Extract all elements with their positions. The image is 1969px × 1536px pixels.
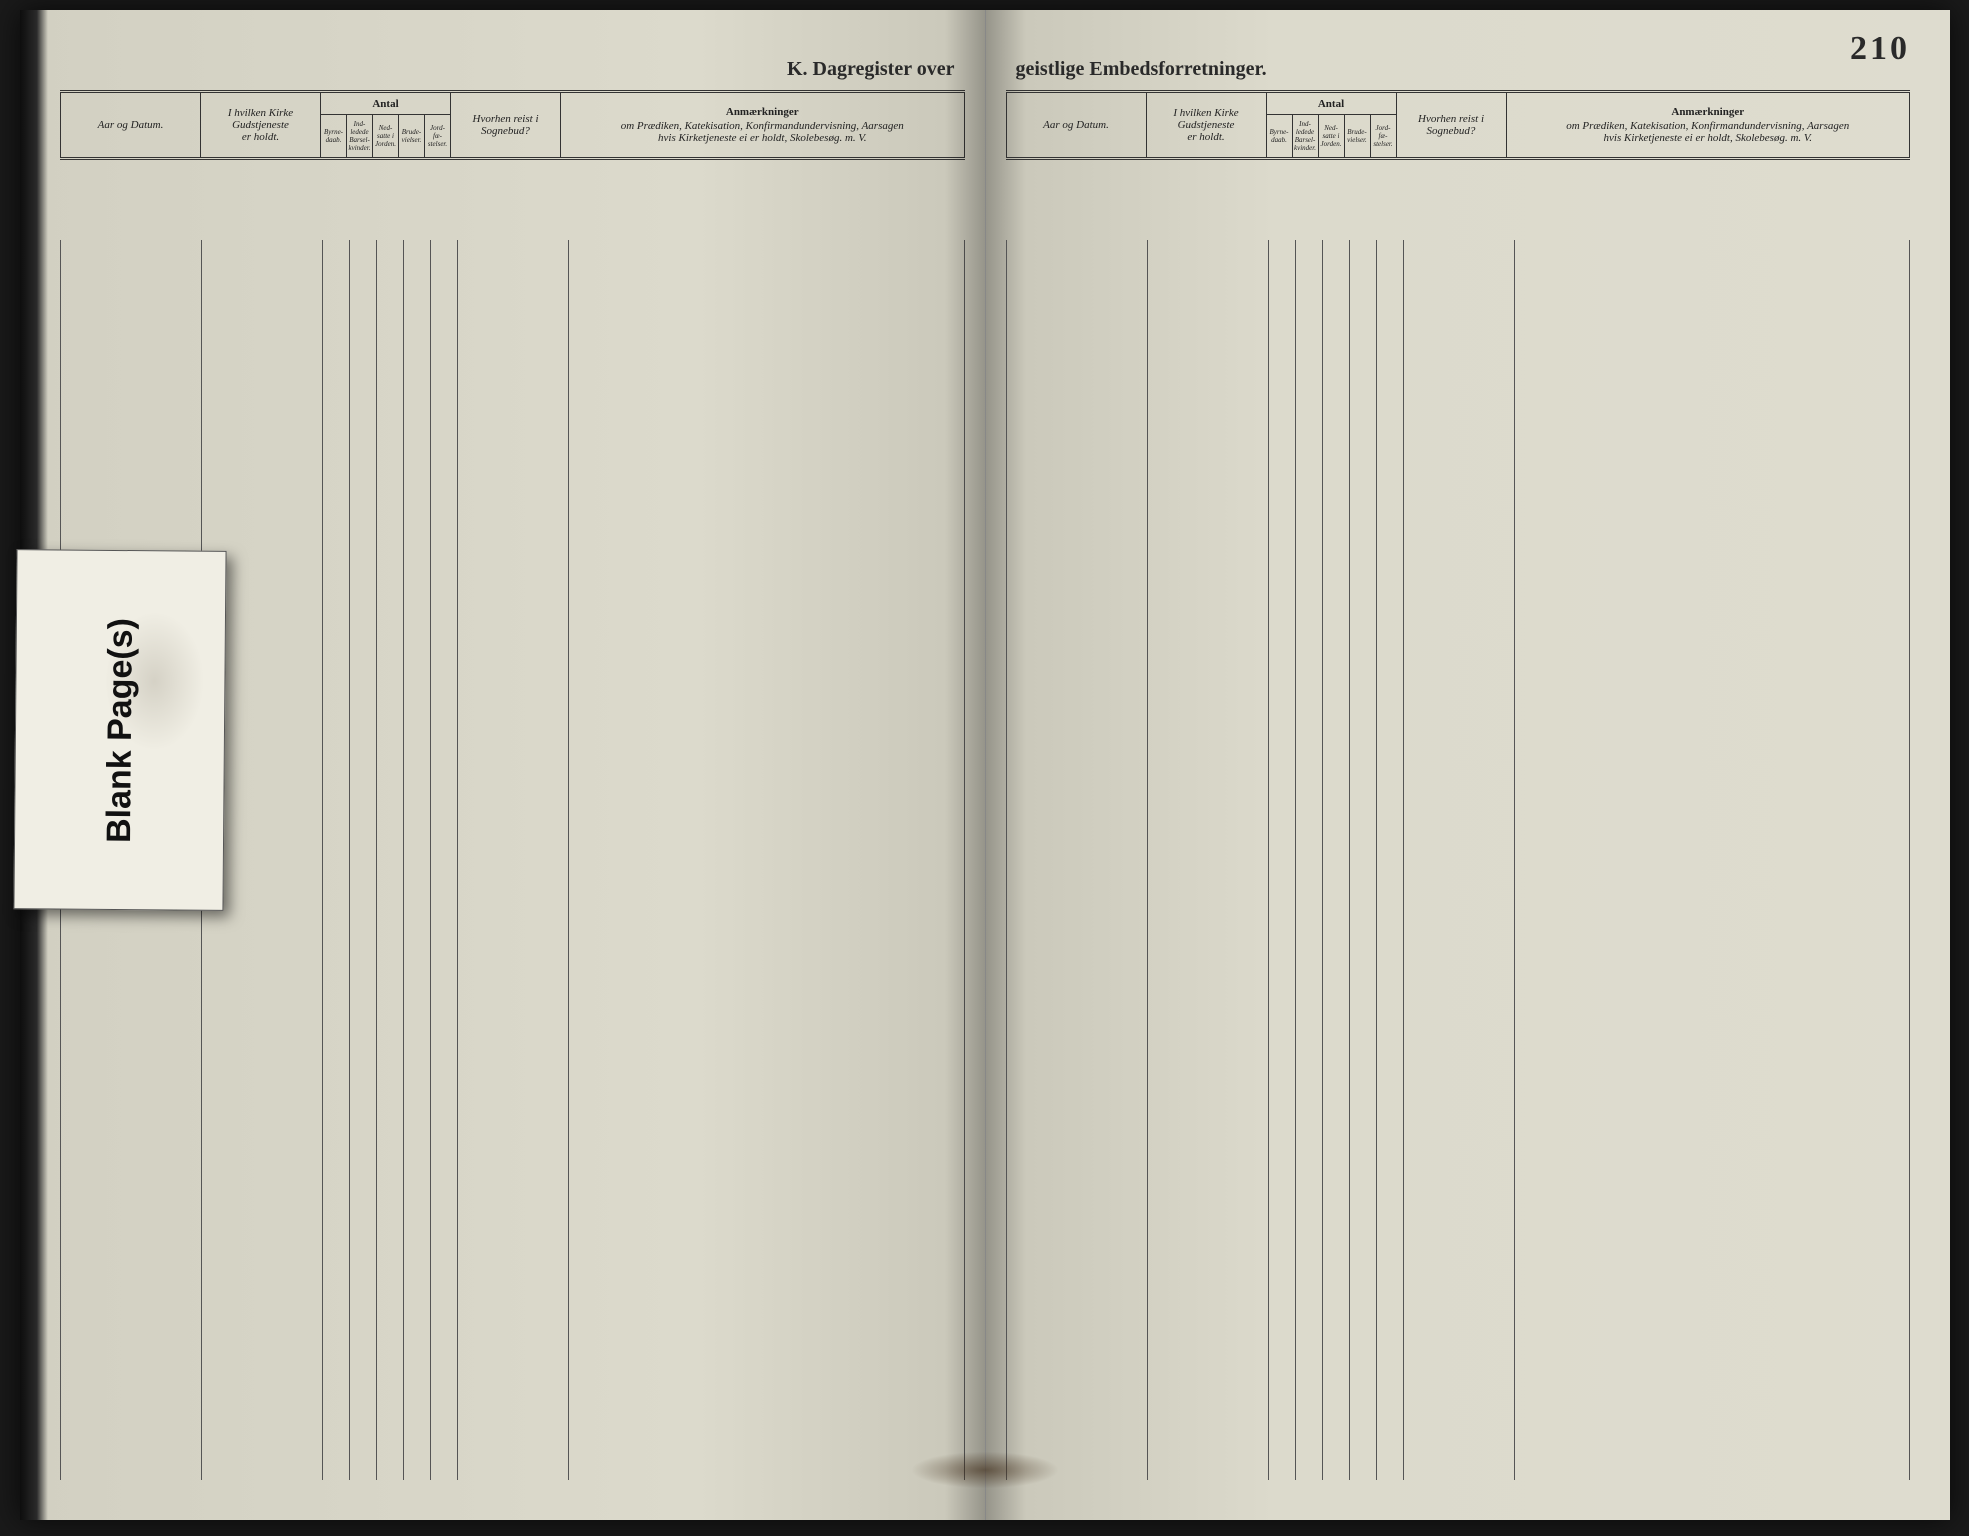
sogne-l2: Sognebud? bbox=[481, 125, 530, 137]
col-date-label: Aar og Datum. bbox=[1043, 119, 1109, 131]
vrule bbox=[964, 240, 965, 1480]
title-left: K. Dagregister over bbox=[787, 58, 955, 81]
antal-sub-2: Ned-satte i Jorden. bbox=[1318, 115, 1344, 157]
antal-sub-0: Byrne-daab. bbox=[1267, 115, 1292, 157]
col-date-label: Aar og Datum. bbox=[98, 119, 164, 131]
anm-l2: om Prædiken, Katekisation, Konfirmandund… bbox=[621, 120, 904, 132]
kirke-l3: er holdt. bbox=[1187, 131, 1224, 143]
header-row: Aar og Datum. I hvilken Kirke Gudstjenes… bbox=[60, 90, 965, 160]
col-sogne: Hvorhen reist i Sognebud? bbox=[450, 93, 560, 157]
anm-l3: hvis Kirketjeneste ei er holdt, Skolebes… bbox=[658, 132, 866, 144]
antal-sub-3: Brude-vielser. bbox=[1344, 115, 1370, 157]
antal-sub-2: Ned-satte i Jorden. bbox=[372, 115, 398, 157]
antal-sub-3: Brude-vielser. bbox=[398, 115, 424, 157]
header-row: Aar og Datum. I hvilken Kirke Gudstjenes… bbox=[1006, 90, 1911, 160]
ledger-book: K. Dagregister over Aar og Datum. I hvil… bbox=[20, 10, 1950, 1520]
col-antal: Antal Byrne-daab. Ind-ledede Barsel-kvin… bbox=[1266, 93, 1396, 157]
kirke-l3: er holdt. bbox=[242, 131, 279, 143]
antal-sub-4: Jord-fæ-stelser. bbox=[424, 115, 450, 157]
page-number: 210 bbox=[1850, 30, 1910, 68]
col-date: Aar og Datum. bbox=[60, 93, 200, 157]
antal-sub-row: Byrne-daab. Ind-ledede Barsel-kvinder. N… bbox=[1267, 115, 1396, 157]
col-anm: Anmærkninger om Prædiken, Katekisation, … bbox=[560, 93, 965, 157]
kirke-l2: Gudstjeneste bbox=[1178, 119, 1235, 131]
kirke-l1: I hvilken Kirke bbox=[228, 107, 293, 119]
left-page: K. Dagregister over Aar og Datum. I hvil… bbox=[20, 10, 986, 1520]
antal-sub-0: Byrne-daab. bbox=[321, 115, 346, 157]
blank-page-sticker: Blank Page(s) bbox=[13, 549, 226, 911]
kirke-l1: I hvilken Kirke bbox=[1173, 107, 1238, 119]
kirke-l2: Gudstjeneste bbox=[232, 119, 289, 131]
anm-main: Anmærkninger bbox=[1671, 106, 1744, 118]
antal-label: Antal bbox=[1267, 93, 1396, 115]
col-anm: Anmærkninger om Prædiken, Katekisation, … bbox=[1506, 93, 1911, 157]
antal-label: Antal bbox=[321, 93, 450, 115]
col-sogne: Hvorhen reist i Sognebud? bbox=[1396, 93, 1506, 157]
sogne-l1: Hvorhen reist i bbox=[1418, 113, 1484, 125]
col-kirke: I hvilken Kirke Gudstjeneste er holdt. bbox=[200, 93, 320, 157]
sogne-l1: Hvorhen reist i bbox=[473, 113, 539, 125]
vertical-rules-right bbox=[1006, 240, 1911, 1480]
col-antal: Antal Byrne-daab. Ind-ledede Barsel-kvin… bbox=[320, 93, 450, 157]
right-page: 210 geistlige Embedsforretninger. Aar og… bbox=[986, 10, 1951, 1520]
title-right: geistlige Embedsforretninger. bbox=[1016, 58, 1267, 81]
vrule bbox=[1909, 240, 1910, 1480]
col-date: Aar og Datum. bbox=[1006, 93, 1146, 157]
blank-page-label: Blank Page(s) bbox=[100, 617, 141, 842]
register-right: Aar og Datum. I hvilken Kirke Gudstjenes… bbox=[1006, 90, 1911, 1480]
anm-l2: om Prædiken, Katekisation, Konfirmandund… bbox=[1566, 120, 1849, 132]
anm-main: Anmærkninger bbox=[726, 106, 799, 118]
antal-sub-row: Byrne-daab. Ind-ledede Barsel-kvinder. N… bbox=[321, 115, 450, 157]
antal-sub-4: Jord-fæ-stelser. bbox=[1370, 115, 1396, 157]
sogne-l2: Sognebud? bbox=[1427, 125, 1476, 137]
antal-sub-1: Ind-ledede Barsel-kvinder. bbox=[346, 115, 372, 157]
col-kirke: I hvilken Kirke Gudstjeneste er holdt. bbox=[1146, 93, 1266, 157]
anm-l3: hvis Kirketjeneste ei er holdt, Skolebes… bbox=[1604, 132, 1812, 144]
antal-sub-1: Ind-ledede Barsel-kvinder. bbox=[1292, 115, 1318, 157]
